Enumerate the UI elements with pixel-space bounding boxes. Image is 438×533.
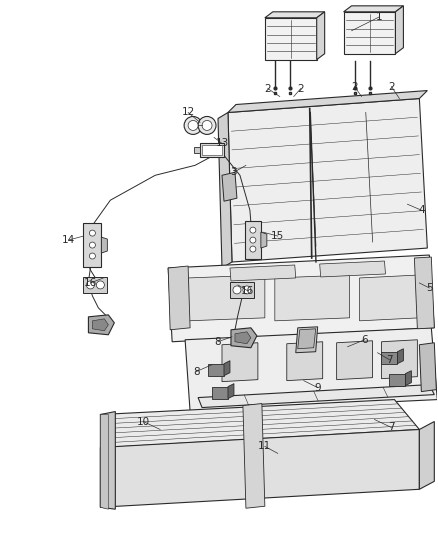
Polygon shape [228,384,234,399]
Circle shape [184,117,202,134]
Polygon shape [231,328,257,348]
Text: 3: 3 [231,167,237,177]
Text: 2: 2 [265,84,271,94]
Polygon shape [92,319,108,331]
Polygon shape [101,237,107,253]
Circle shape [198,117,216,134]
Polygon shape [230,265,296,281]
Polygon shape [298,329,316,349]
Text: 8: 8 [193,367,199,377]
Polygon shape [296,327,318,353]
Polygon shape [83,223,101,267]
Text: 15: 15 [271,231,284,241]
Polygon shape [168,255,434,342]
Text: 8: 8 [215,337,221,347]
Polygon shape [406,370,411,385]
Text: 12: 12 [181,108,195,117]
Polygon shape [396,6,403,54]
Polygon shape [212,386,228,399]
Text: 6: 6 [361,335,368,345]
Polygon shape [419,343,436,392]
Text: 5: 5 [426,283,433,293]
Polygon shape [317,12,325,60]
Polygon shape [194,148,200,154]
Polygon shape [185,328,437,411]
Polygon shape [188,275,265,321]
Text: 10: 10 [137,416,150,426]
Polygon shape [360,275,419,321]
Polygon shape [261,232,267,248]
Polygon shape [218,112,232,268]
Polygon shape [222,172,237,201]
Polygon shape [100,400,419,447]
Circle shape [250,246,256,252]
Polygon shape [198,385,434,408]
Polygon shape [100,411,115,509]
Circle shape [89,230,95,236]
Circle shape [86,281,95,289]
Circle shape [243,286,251,294]
Circle shape [202,120,212,131]
Polygon shape [287,342,323,381]
Polygon shape [265,12,325,18]
Polygon shape [230,282,254,298]
Circle shape [89,253,95,259]
Circle shape [89,242,95,248]
Polygon shape [88,315,114,335]
Circle shape [96,281,104,289]
Polygon shape [200,143,224,157]
Polygon shape [245,221,261,259]
Polygon shape [224,361,230,376]
Polygon shape [381,352,397,364]
Polygon shape [343,12,396,54]
Text: 1: 1 [376,12,383,22]
Polygon shape [243,403,265,508]
Polygon shape [337,341,372,379]
Polygon shape [100,430,419,507]
Text: 2: 2 [388,82,395,92]
Polygon shape [275,275,350,321]
Polygon shape [235,332,251,344]
Polygon shape [168,266,190,330]
Polygon shape [343,6,403,12]
Polygon shape [414,257,434,329]
Text: 16: 16 [84,278,97,288]
Polygon shape [320,261,385,277]
Polygon shape [419,422,434,489]
Text: 11: 11 [258,441,272,451]
Polygon shape [389,374,406,385]
Text: 14: 14 [62,235,75,245]
Polygon shape [397,349,403,364]
Polygon shape [202,146,222,155]
Text: 7: 7 [386,354,393,365]
Polygon shape [265,18,317,60]
Polygon shape [83,277,107,293]
Polygon shape [222,343,258,382]
Polygon shape [228,99,427,262]
Polygon shape [100,415,108,509]
Circle shape [233,286,241,294]
Text: 2: 2 [297,84,304,94]
Circle shape [250,227,256,233]
Polygon shape [208,364,224,376]
Polygon shape [228,91,427,112]
Text: 16: 16 [241,286,254,296]
Polygon shape [381,340,417,378]
Text: 9: 9 [314,383,321,393]
Text: 13: 13 [215,139,229,148]
Circle shape [188,120,198,131]
Circle shape [250,237,256,243]
Text: 4: 4 [418,205,425,215]
Text: 7: 7 [388,423,395,432]
Text: 2: 2 [351,82,358,92]
